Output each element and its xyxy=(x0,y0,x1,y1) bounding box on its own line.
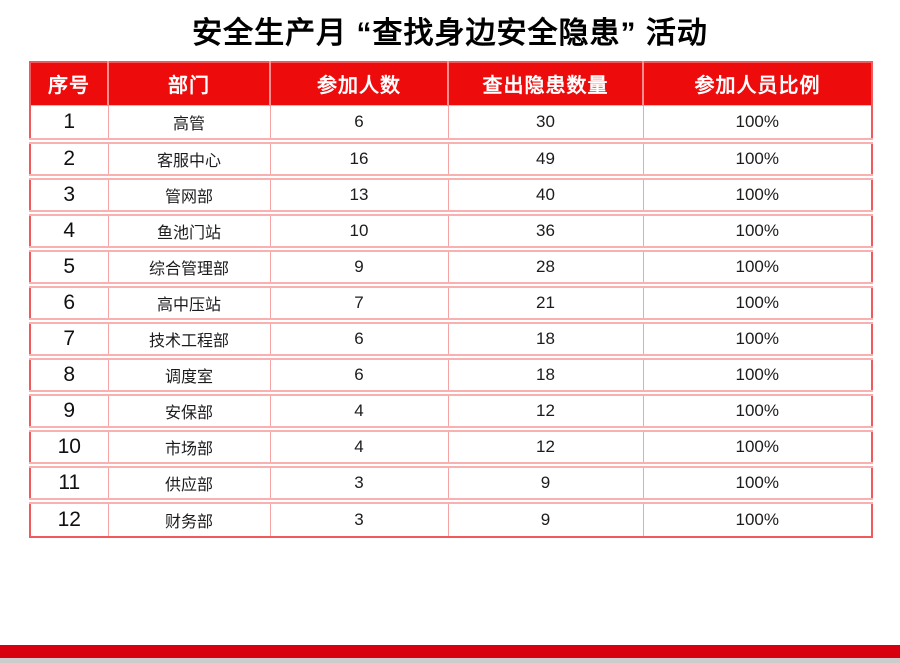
cell-department: 调度室 xyxy=(107,357,270,396)
cell-hazards-found: 28 xyxy=(447,249,643,288)
cell-participants: 4 xyxy=(269,429,448,468)
cell-serial: 9 xyxy=(30,393,108,432)
cell-serial: 12 xyxy=(30,501,108,537)
cell-participants: 6 xyxy=(269,321,448,360)
cell-hazards-found: 9 xyxy=(447,501,643,537)
cell-serial: 11 xyxy=(30,465,108,504)
table-row: 10 市场部 4 12 100% xyxy=(30,429,872,468)
table-row: 5 综合管理部 9 28 100% xyxy=(30,249,872,288)
cell-hazards-found: 49 xyxy=(447,141,643,180)
cell-department: 高中压站 xyxy=(107,285,270,324)
header-serial: 序号 xyxy=(30,62,108,106)
cell-participants: 4 xyxy=(269,393,448,432)
cell-participation-rate: 100% xyxy=(642,501,872,537)
table-row: 8 调度室 6 18 100% xyxy=(30,357,872,396)
cell-hazards-found: 36 xyxy=(447,213,643,252)
table-row: 3 管网部 13 40 100% xyxy=(30,177,872,216)
footer-grey-strip xyxy=(0,658,900,663)
cell-participation-rate: 100% xyxy=(642,105,872,144)
cell-department: 安保部 xyxy=(107,393,270,432)
header-department: 部门 xyxy=(107,62,270,106)
cell-participation-rate: 100% xyxy=(642,465,872,504)
table-row: 6 高中压站 7 21 100% xyxy=(30,285,872,324)
cell-hazards-found: 40 xyxy=(447,177,643,216)
cell-department: 财务部 xyxy=(107,501,270,537)
cell-hazards-found: 18 xyxy=(447,321,643,360)
table-row: 9 安保部 4 12 100% xyxy=(30,393,872,432)
table-header-row: 序号 部门 参加人数 查出隐患数量 参加人员比例 xyxy=(30,62,872,106)
cell-participants: 3 xyxy=(269,501,448,537)
cell-participants: 6 xyxy=(269,105,448,144)
cell-participants: 16 xyxy=(269,141,448,180)
header-hazards-found: 查出隐患数量 xyxy=(447,62,643,106)
cell-department: 鱼池门站 xyxy=(107,213,270,252)
cell-serial: 3 xyxy=(30,177,108,216)
cell-serial: 1 xyxy=(30,105,108,144)
cell-participation-rate: 100% xyxy=(642,141,872,180)
cell-serial: 10 xyxy=(30,429,108,468)
cell-participants: 10 xyxy=(269,213,448,252)
cell-department: 客服中心 xyxy=(107,141,270,180)
footer-red-bar xyxy=(0,645,900,658)
cell-department: 技术工程部 xyxy=(107,321,270,360)
cell-participation-rate: 100% xyxy=(642,357,872,396)
cell-serial: 4 xyxy=(30,213,108,252)
cell-participation-rate: 100% xyxy=(642,285,872,324)
cell-participants: 13 xyxy=(269,177,448,216)
cell-participants: 7 xyxy=(269,285,448,324)
cell-department: 管网部 xyxy=(107,177,270,216)
cell-participation-rate: 100% xyxy=(642,429,872,468)
cell-serial: 7 xyxy=(30,321,108,360)
cell-department: 高管 xyxy=(107,105,270,144)
cell-participants: 6 xyxy=(269,357,448,396)
cell-participation-rate: 100% xyxy=(642,321,872,360)
cell-serial: 8 xyxy=(30,357,108,396)
table-row: 11 供应部 3 9 100% xyxy=(30,465,872,504)
cell-hazards-found: 12 xyxy=(447,393,643,432)
cell-serial: 6 xyxy=(30,285,108,324)
header-participation-rate: 参加人员比例 xyxy=(642,62,872,106)
cell-department: 供应部 xyxy=(107,465,270,504)
cell-participation-rate: 100% xyxy=(642,393,872,432)
cell-participation-rate: 100% xyxy=(642,249,872,288)
cell-participation-rate: 100% xyxy=(642,213,872,252)
cell-hazards-found: 30 xyxy=(447,105,643,144)
cell-participants: 9 xyxy=(269,249,448,288)
cell-department: 市场部 xyxy=(107,429,270,468)
page-title: 安全生产月 “查找身边安全隐患” 活动 xyxy=(192,17,708,50)
table-row: 4 鱼池门站 10 36 100% xyxy=(30,213,872,252)
cell-hazards-found: 12 xyxy=(447,429,643,468)
table-row: 7 技术工程部 6 18 100% xyxy=(30,321,872,360)
cell-serial: 2 xyxy=(30,141,108,180)
cell-serial: 5 xyxy=(30,249,108,288)
cell-hazards-found: 21 xyxy=(447,285,643,324)
cell-department: 综合管理部 xyxy=(107,249,270,288)
cell-hazards-found: 9 xyxy=(447,465,643,504)
table-row: 2 客服中心 16 49 100% xyxy=(30,141,872,180)
cell-participation-rate: 100% xyxy=(642,177,872,216)
header-participants: 参加人数 xyxy=(269,62,448,106)
table-row: 12 财务部 3 9 100% xyxy=(30,501,872,537)
activity-table: 序号 部门 参加人数 查出隐患数量 参加人员比例 1 高管 6 30 100% 2 客服中心… xyxy=(29,61,873,538)
cell-participants: 3 xyxy=(269,465,448,504)
cell-hazards-found: 18 xyxy=(447,357,643,396)
table-row: 1 高管 6 30 100% xyxy=(30,105,872,144)
